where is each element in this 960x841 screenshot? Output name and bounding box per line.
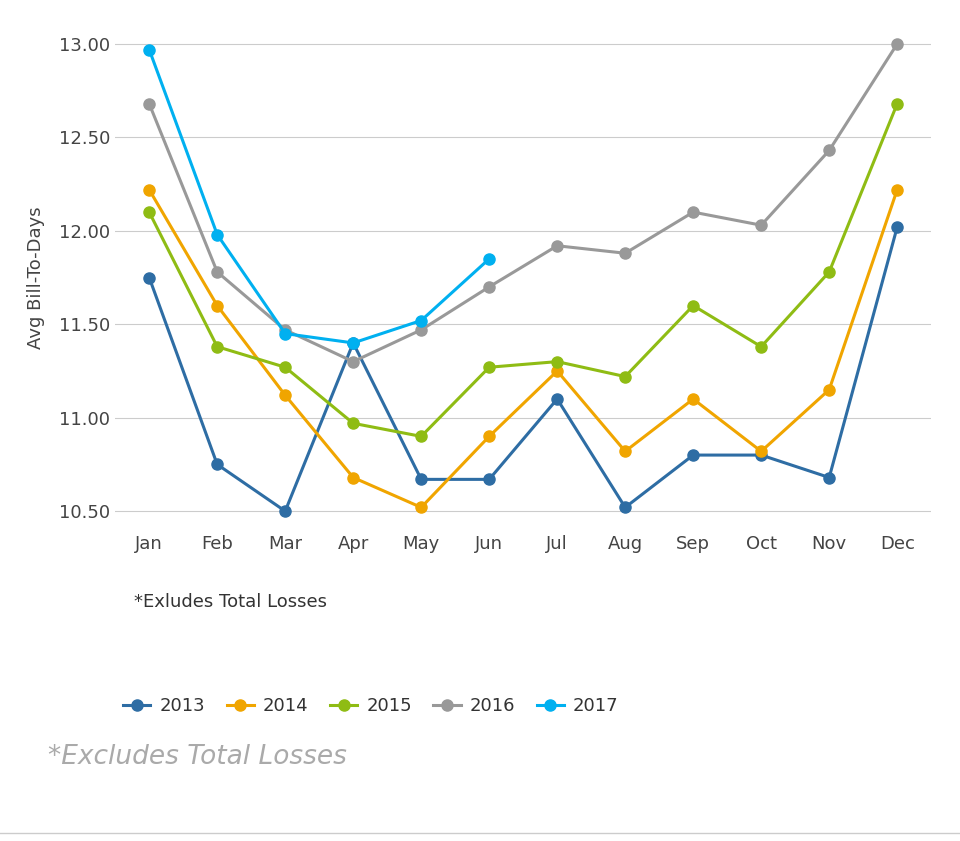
2013 xyxy=(619,502,631,512)
Y-axis label: Avg Bill-To-Days: Avg Bill-To-Days xyxy=(27,206,45,349)
2013 xyxy=(687,450,699,460)
2015 xyxy=(484,362,495,373)
2013 xyxy=(824,473,835,483)
2015 xyxy=(416,431,427,442)
2014 xyxy=(348,473,359,483)
2014 xyxy=(687,394,699,404)
2015 xyxy=(551,357,563,367)
2014 xyxy=(484,431,495,442)
2013 xyxy=(892,222,903,232)
2014 xyxy=(211,300,223,310)
2016 xyxy=(279,325,291,335)
Line: 2013: 2013 xyxy=(144,221,902,516)
2013 xyxy=(484,474,495,484)
2013 xyxy=(416,474,427,484)
2016 xyxy=(416,325,427,335)
2014 xyxy=(824,384,835,394)
2015 xyxy=(824,267,835,277)
2015 xyxy=(687,300,699,310)
2015 xyxy=(348,418,359,428)
2014 xyxy=(143,185,155,195)
2014 xyxy=(619,447,631,457)
2016 xyxy=(687,207,699,217)
2016 xyxy=(824,145,835,156)
2016 xyxy=(484,282,495,292)
2013 xyxy=(143,272,155,283)
2016 xyxy=(211,267,223,277)
2015 xyxy=(619,372,631,382)
2015 xyxy=(279,362,291,373)
Text: *Exludes Total Losses: *Exludes Total Losses xyxy=(134,593,327,611)
2015 xyxy=(756,341,767,352)
2014 xyxy=(279,390,291,400)
Legend: 2013, 2014, 2015, 2016, 2017: 2013, 2014, 2015, 2016, 2017 xyxy=(116,690,626,722)
2015 xyxy=(143,207,155,217)
2013 xyxy=(279,506,291,516)
2014 xyxy=(756,447,767,457)
2016 xyxy=(892,39,903,49)
2016 xyxy=(756,220,767,230)
2013 xyxy=(756,450,767,460)
2016 xyxy=(619,248,631,258)
2014 xyxy=(551,366,563,376)
Line: 2014: 2014 xyxy=(144,184,902,513)
2014 xyxy=(892,185,903,195)
2013 xyxy=(348,338,359,348)
2015 xyxy=(892,98,903,108)
2016 xyxy=(348,357,359,367)
2015 xyxy=(211,341,223,352)
Line: 2016: 2016 xyxy=(144,39,902,368)
Line: 2015: 2015 xyxy=(144,98,902,442)
2016 xyxy=(143,98,155,108)
Text: *Excludes Total Losses: *Excludes Total Losses xyxy=(48,744,347,770)
2014 xyxy=(416,502,427,512)
2013 xyxy=(551,394,563,404)
2016 xyxy=(551,241,563,251)
2013 xyxy=(211,459,223,469)
